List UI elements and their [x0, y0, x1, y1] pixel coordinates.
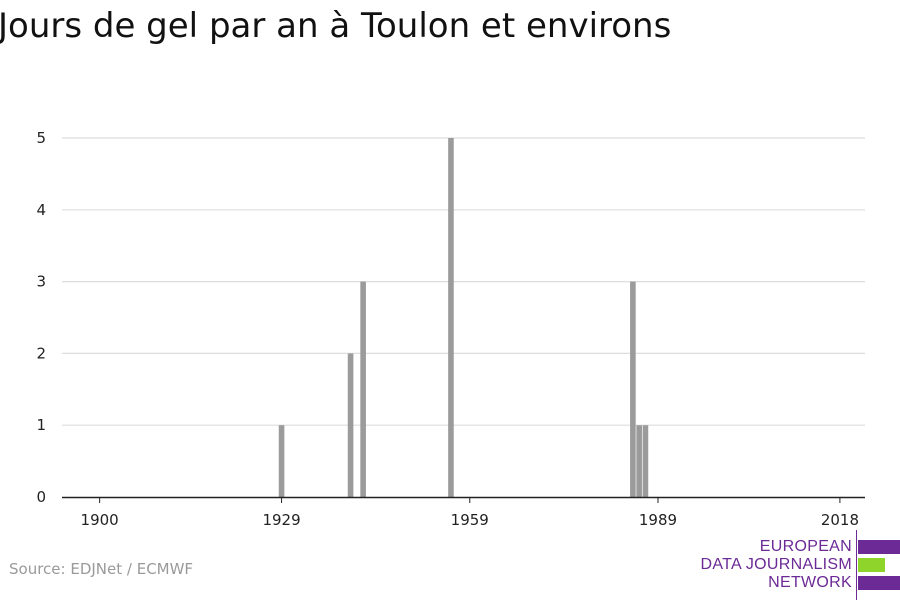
y-tick-labels: 0 1 2 3 4 5 [36, 129, 46, 506]
chart-title: Jours de gel par an à Toulon et environs [0, 6, 672, 46]
logo-divider [856, 530, 857, 600]
y-tick-label: 5 [36, 129, 46, 147]
x-tick-label: 1959 [451, 511, 489, 529]
bars [278, 138, 649, 497]
y-tick-label: 3 [36, 273, 46, 291]
x-tick-label: 1900 [81, 511, 119, 529]
bar-1956 [448, 138, 454, 497]
y-tick-label: 1 [36, 416, 46, 434]
logo-line-network: NETWORK [768, 574, 852, 591]
bar-1942 [360, 281, 366, 497]
logo-bar-bottom [858, 576, 900, 590]
edjnet-logo: EUROPEAN DATA JOURNALISM NETWORK [700, 530, 900, 600]
logo-line-data-journalism: DATA JOURNALISM [700, 556, 852, 573]
x-tick-label: 1989 [639, 511, 677, 529]
y-tick-label: 0 [36, 488, 46, 506]
logo-line-european: EUROPEAN [759, 538, 852, 555]
y-tick-label: 4 [36, 201, 46, 219]
x-tick-label: 2018 [821, 511, 859, 529]
bar-1986 [636, 425, 642, 497]
bar-1940 [347, 353, 354, 497]
x-tick-label: 1929 [262, 511, 300, 529]
logo-bar-middle [858, 558, 885, 572]
logo-bar-top [858, 540, 900, 554]
bar-1987 [642, 425, 649, 497]
bar-1985 [630, 281, 636, 497]
gridlines [62, 137, 865, 426]
x-tick-labels: 1900 1929 1959 1989 2018 [81, 497, 859, 529]
bar-1929 [278, 425, 285, 497]
y-tick-label: 2 [36, 344, 46, 362]
source-note: Source: EDJNet / ECMWF [9, 560, 194, 578]
